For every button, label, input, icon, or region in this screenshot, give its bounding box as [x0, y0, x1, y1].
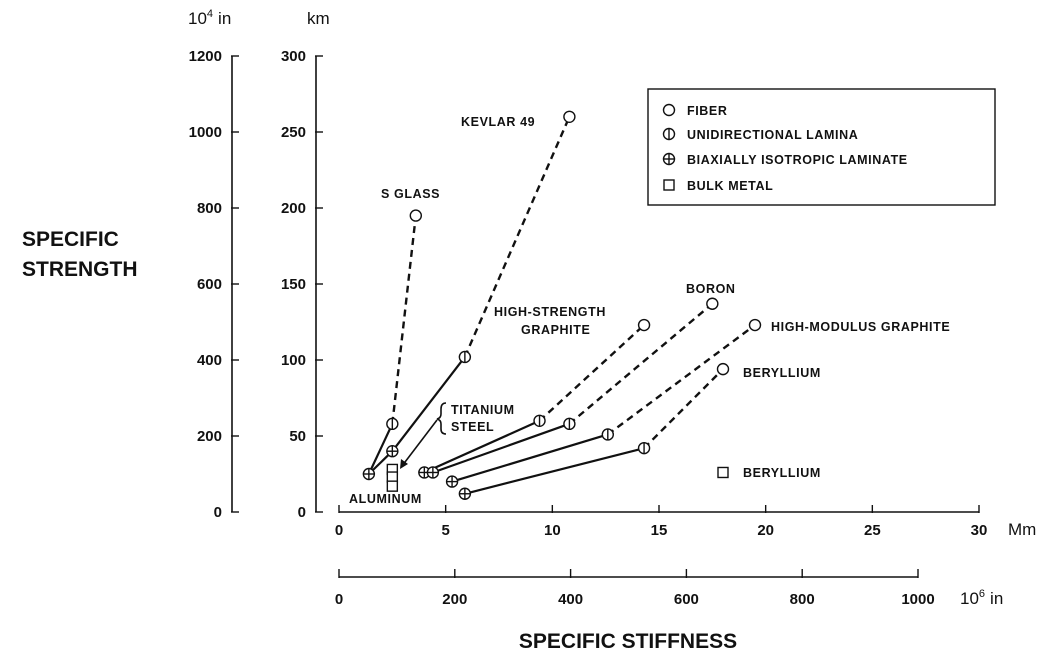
y-secondary-tick-label: 200: [197, 428, 222, 445]
y-axis-title-line2: STRENGTH: [22, 258, 138, 281]
series-0-solid-line: [391, 356, 466, 452]
titanium-steel-arrow: [401, 419, 438, 467]
series-3-laminate-point: [426, 466, 440, 479]
x-secondary-tick-label: 200: [442, 591, 467, 608]
y-secondary-tick-label: 1000: [189, 124, 222, 141]
legend-label-biaxially-isotropic-laminate: BIAXIALLY ISOTROPIC LAMINATE: [687, 153, 908, 167]
series-1-base-line: [367, 423, 394, 475]
series-3-solid-line: [432, 422, 570, 474]
y-secondary-tick-label: 0: [214, 504, 222, 521]
y-primary-tick-label: 300: [281, 48, 306, 65]
titanium-steel-bracket: [436, 402, 447, 435]
x-primary-tick-label: 30: [971, 522, 988, 539]
series-0-fiber-point: [563, 110, 576, 124]
titanium-steel-arrowhead: [400, 459, 408, 469]
y-primary-tick-label: 50: [289, 428, 306, 445]
y-primary-tick-label: 150: [281, 276, 306, 293]
series-3-fiber-point: [706, 297, 719, 310]
x-secondary-tick-label: 800: [790, 591, 815, 608]
x-secondary-tick-label: 600: [674, 591, 699, 608]
x-secondary-tick-label: 400: [558, 591, 583, 608]
legend-label-bulk-metal: BULK METAL: [687, 179, 773, 193]
series-5-solid-line: [464, 447, 645, 495]
legend-label-fiber: FIBER: [687, 104, 728, 118]
connector-lines: [367, 116, 756, 495]
y-secondary-tick-label: 800: [197, 200, 222, 217]
legend-marker-fiber: [662, 103, 676, 117]
y-primary-tick-label: 200: [281, 200, 306, 217]
series-0-base-point: [362, 467, 376, 481]
label-kevlar-49: KEVLAR 49: [461, 115, 535, 129]
legend-box: [647, 88, 996, 206]
series-4-fiber-point: [748, 318, 762, 332]
series-2-lamina-point: [533, 414, 546, 427]
series-3-lamina-point: [563, 417, 576, 431]
y-secondary-unit: 104 in: [188, 8, 231, 28]
label-boron: BORON: [686, 282, 736, 296]
label-high-strength-graphite-line1: HIGH-STRENGTH: [494, 305, 606, 319]
series-1-fiber-point: [409, 209, 422, 222]
series-0-laminate-point: [386, 445, 399, 458]
y-axis-title-line1: SPECIFIC: [22, 228, 119, 251]
label-titanium: TITANIUM: [451, 403, 515, 417]
x-primary-unit: Mm: [1008, 520, 1036, 539]
series-1-lamina-point: [386, 417, 399, 431]
y-primary-tick-label: 100: [281, 352, 306, 369]
series-2-fiber-point: [637, 318, 651, 332]
series-2-solid-line: [423, 419, 540, 474]
x-secondary-tick-label: 0: [335, 591, 343, 608]
y-primary-unit: km: [307, 9, 330, 28]
legend-label-unidirectional-lamina: UNIDIRECTIONAL LAMINA: [687, 128, 858, 142]
legend-marker-biaxially-isotropic-laminate: [662, 152, 676, 166]
label-beryllium-bulk: BERYLLIUM: [743, 466, 821, 480]
x-secondary-tick-label: 1000: [901, 591, 934, 608]
y-secondary-tick-label: 1200: [189, 48, 222, 65]
x-primary-tick-label: 20: [757, 522, 774, 539]
y-secondary-tick-label: 400: [197, 352, 222, 369]
series-4-laminate-point: [445, 475, 459, 488]
series-4-solid-line: [451, 433, 609, 483]
label-beryllium-fiber: BERYLLIUM: [743, 366, 821, 380]
series-0-lamina-point: [458, 350, 472, 364]
labels: SPECIFIC STRENGTH SPECIFIC STIFFNESS km …: [22, 8, 1036, 653]
x-primary-tick-label: 25: [864, 522, 881, 539]
y-primary-tick-label: 0: [298, 504, 306, 521]
x-primary-tick-label: 0: [335, 522, 343, 539]
x-axis-title: SPECIFIC STIFFNESS: [519, 630, 737, 653]
x-primary-tick-label: 10: [544, 522, 561, 539]
axes: 0501001502002503000200400600800100012000…: [189, 48, 988, 608]
series-5-dashed-line: [643, 368, 724, 450]
x-primary-tick-label: 5: [441, 522, 449, 539]
y-primary-tick-label: 250: [281, 124, 306, 141]
label-steel: STEEL: [451, 420, 494, 434]
series-0-dashed-line: [463, 116, 571, 358]
label-high-modulus-graphite: HIGH-MODULUS GRAPHITE: [771, 320, 950, 334]
y-secondary-tick-label: 600: [197, 276, 222, 293]
label-aluminum: ALUMINUM: [349, 492, 422, 506]
series-4-lamina-point: [601, 428, 614, 441]
legend-marker-unidirectional-lamina: [662, 127, 676, 141]
series-5-fiber-point: [716, 362, 730, 376]
legend-marker-bulk-metal: [663, 179, 675, 191]
series-1-dashed-line: [391, 215, 417, 424]
label-s-glass: S GLASS: [381, 187, 440, 201]
x-secondary-unit: 106 in: [960, 588, 1003, 608]
series-4-dashed-line: [607, 324, 756, 436]
series-5-laminate-point: [458, 487, 472, 500]
x-primary-tick-label: 15: [651, 522, 668, 539]
label-high-strength-graphite-line2: GRAPHITE: [521, 323, 590, 337]
series-5-lamina-point: [637, 441, 651, 455]
bulk-metal-point-2: [386, 480, 399, 492]
bulk-metal-point-3: [717, 466, 729, 479]
data-points: [362, 110, 762, 500]
